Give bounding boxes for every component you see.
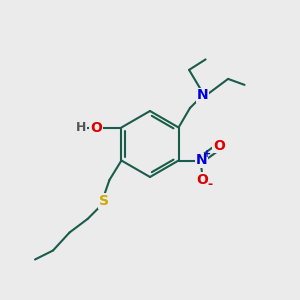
Text: H: H [76,121,87,134]
Text: O: O [213,139,225,152]
Text: O: O [196,173,208,187]
Text: +: + [203,149,211,160]
Text: -: - [208,178,213,191]
Text: N: N [197,88,208,102]
Text: N: N [195,154,207,167]
Text: S: S [99,194,109,208]
Text: O: O [90,121,102,134]
